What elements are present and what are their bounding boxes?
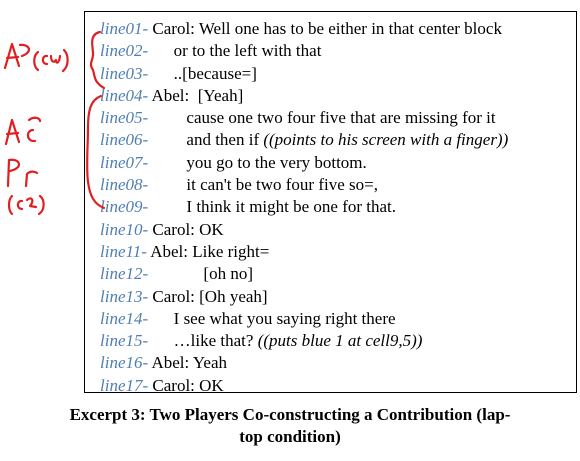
line-text: Abel: Like right= bbox=[146, 241, 270, 261]
annotation-mark bbox=[33, 50, 40, 72]
line-number: line15- bbox=[100, 331, 149, 351]
caption-line-1: Excerpt 3: Two Players Co-constructing a… bbox=[69, 405, 511, 424]
annotation-mark bbox=[27, 116, 42, 123]
line-number: line01- bbox=[100, 19, 149, 38]
line-number: line14- bbox=[100, 308, 149, 328]
line-text: Carol: [Oh yeah] bbox=[148, 286, 268, 306]
transcript-line: line11- Abel: Like right= bbox=[100, 241, 508, 263]
transcript-line: line09- I think it might be one for that… bbox=[100, 196, 508, 218]
transcript-line: line08- it can't be two four five so=, bbox=[100, 174, 508, 196]
transcript-line: line05- cause one two four five that are… bbox=[100, 107, 508, 129]
annotation-mark bbox=[24, 170, 39, 188]
annotation-mark bbox=[37, 194, 45, 216]
line-text: ..[because=] bbox=[148, 63, 257, 83]
line-text: [oh no] bbox=[148, 264, 253, 284]
line-number: line17- bbox=[100, 375, 149, 395]
caption: Excerpt 3: Two Players Co-constructing a… bbox=[0, 404, 580, 448]
annotation-mark bbox=[49, 54, 62, 64]
annotation-mark bbox=[61, 48, 69, 73]
transcript-line: line16- Abel: Yeah bbox=[100, 352, 508, 374]
caption-line-2: top condition) bbox=[239, 427, 341, 446]
annotation-mark bbox=[26, 128, 37, 143]
line-text: I think it might be one for that. bbox=[148, 197, 397, 217]
line-text: Abel: Yeah bbox=[148, 353, 228, 373]
annotation-mark bbox=[25, 197, 38, 209]
transcript-line: line03- ..[because=] bbox=[100, 63, 508, 85]
line-action-note: ((points to his screen with a finger)) bbox=[263, 130, 509, 150]
line-text: or to the left with that bbox=[148, 41, 322, 61]
annotation-mark bbox=[7, 194, 14, 216]
transcript-line: line04- Abel: [Yeah] bbox=[100, 85, 508, 107]
line-text: cause one two four five that are missing… bbox=[148, 108, 496, 128]
line-text: you go to the very bottom. bbox=[148, 152, 367, 172]
line-number: line07- bbox=[100, 152, 149, 172]
transcript-lines: line01- Carol: Well one has to be either… bbox=[100, 18, 508, 397]
transcript-line: line12- [oh no] bbox=[100, 263, 508, 285]
line-number: line12- bbox=[100, 264, 149, 284]
line-action-note: ((puts blue 1 at cell9,5)) bbox=[257, 331, 423, 351]
line-number: line09- bbox=[100, 197, 149, 217]
transcript-line: line15- …like that? ((puts blue 1 at cel… bbox=[100, 330, 508, 352]
line-number: line04- bbox=[100, 85, 149, 105]
line-text: I see what you saying right there bbox=[148, 308, 396, 328]
line-number: line02- bbox=[100, 41, 149, 61]
transcript-line: line13- Carol: [Oh yeah] bbox=[100, 286, 508, 308]
line-text: Carol: Well one has to be either in that… bbox=[148, 19, 502, 38]
transcript-line: line02- or to the left with that bbox=[100, 40, 508, 62]
transcript-line: line07- you go to the very bottom. bbox=[100, 152, 508, 174]
line-number: line08- bbox=[100, 175, 149, 195]
annotation-mark bbox=[3, 42, 30, 70]
annotation-mark bbox=[4, 118, 21, 146]
line-text: Abel: [Yeah] bbox=[148, 85, 244, 105]
line-number: line16- bbox=[100, 353, 149, 373]
line-text: Carol: OK bbox=[148, 375, 224, 395]
line-number: line11- bbox=[100, 241, 147, 261]
transcript-line: line17- Carol: OK bbox=[100, 375, 508, 397]
transcript-line: line10- Carol: OK bbox=[100, 219, 508, 241]
line-text: Carol: OK bbox=[148, 219, 224, 239]
line-text: and then if bbox=[148, 130, 264, 150]
line-text: …like that? bbox=[148, 331, 258, 351]
annotation-mark bbox=[41, 54, 49, 66]
line-number: line05- bbox=[100, 108, 149, 128]
annotation-mark bbox=[16, 199, 24, 211]
line-number: line06- bbox=[100, 130, 149, 150]
transcript-line: line01- Carol: Well one has to be either… bbox=[100, 18, 508, 40]
line-number: line03- bbox=[100, 63, 149, 83]
line-text: it can't be two four five so=, bbox=[148, 175, 378, 195]
transcript-line: line06- and then if ((points to his scre… bbox=[100, 129, 508, 151]
line-number: line10- bbox=[100, 219, 149, 239]
line-number: line13- bbox=[100, 286, 149, 306]
annotation-mark bbox=[6, 158, 20, 188]
excerpt-box bbox=[84, 11, 577, 393]
transcript-line: line14- I see what you saying right ther… bbox=[100, 308, 508, 330]
